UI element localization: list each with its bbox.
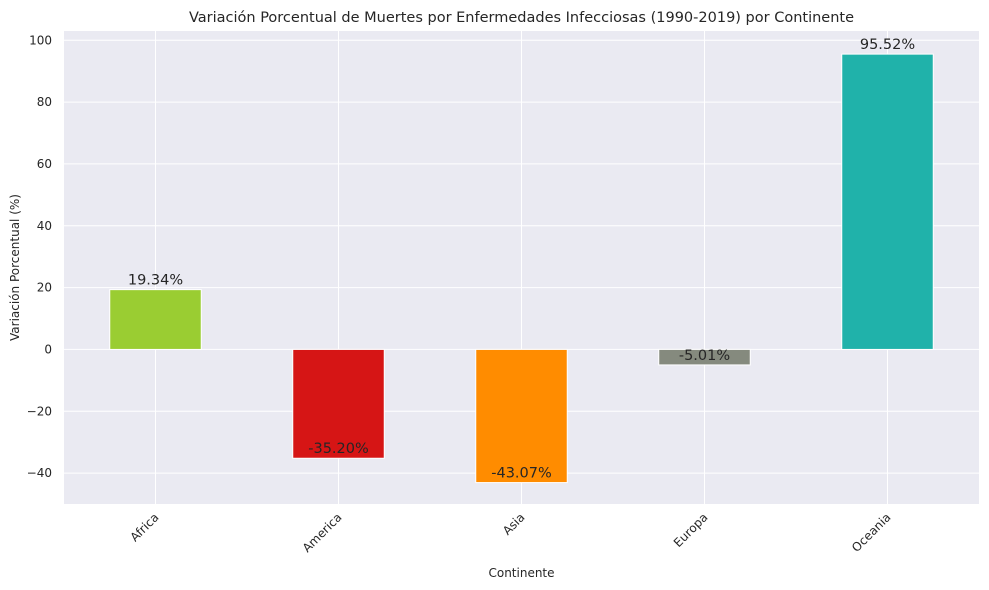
x-tick-label: Europa (671, 510, 711, 550)
x-tick-labels: Africa America Asia Europa Oceania (128, 510, 894, 555)
y-tick-label: 40 (37, 219, 52, 233)
data-label: -5.01% (679, 348, 730, 364)
y-tick-label: −40 (27, 466, 52, 480)
x-axis-label: Continente (488, 566, 554, 580)
y-tick-label: 100 (29, 33, 52, 47)
bars (109, 53, 934, 484)
bar-asia (475, 348, 568, 484)
bar-america (292, 348, 385, 459)
data-label: -35.20% (308, 441, 369, 457)
x-tick-label: Africa (128, 510, 162, 544)
x-tick-label: Asia (500, 510, 528, 538)
x-tick-label: America (300, 510, 345, 555)
y-tick-label: 20 (37, 281, 52, 295)
y-tick-label: 80 (37, 95, 52, 109)
bar-africa (109, 289, 202, 350)
y-tick-label: 0 (44, 342, 52, 356)
y-tick-labels: −40 −20 0 20 40 60 80 100 (27, 33, 52, 480)
y-axis-label: Variación Porcentual (%) (8, 194, 22, 341)
y-tick-label: 60 (37, 157, 52, 171)
bar-europa (658, 348, 751, 366)
chart-title: Variación Porcentual de Muertes por Enfe… (189, 10, 854, 26)
data-label: 19.34% (128, 273, 183, 289)
data-label: -43.07% (491, 466, 552, 482)
data-label: 95.52% (860, 37, 915, 53)
data-labels: 19.34% -35.20% -43.07% -5.01% 95.52% (128, 37, 915, 481)
y-tick-label: −20 (27, 404, 52, 418)
x-tick-label: Oceania (849, 510, 894, 555)
bar-oceania (841, 53, 934, 350)
